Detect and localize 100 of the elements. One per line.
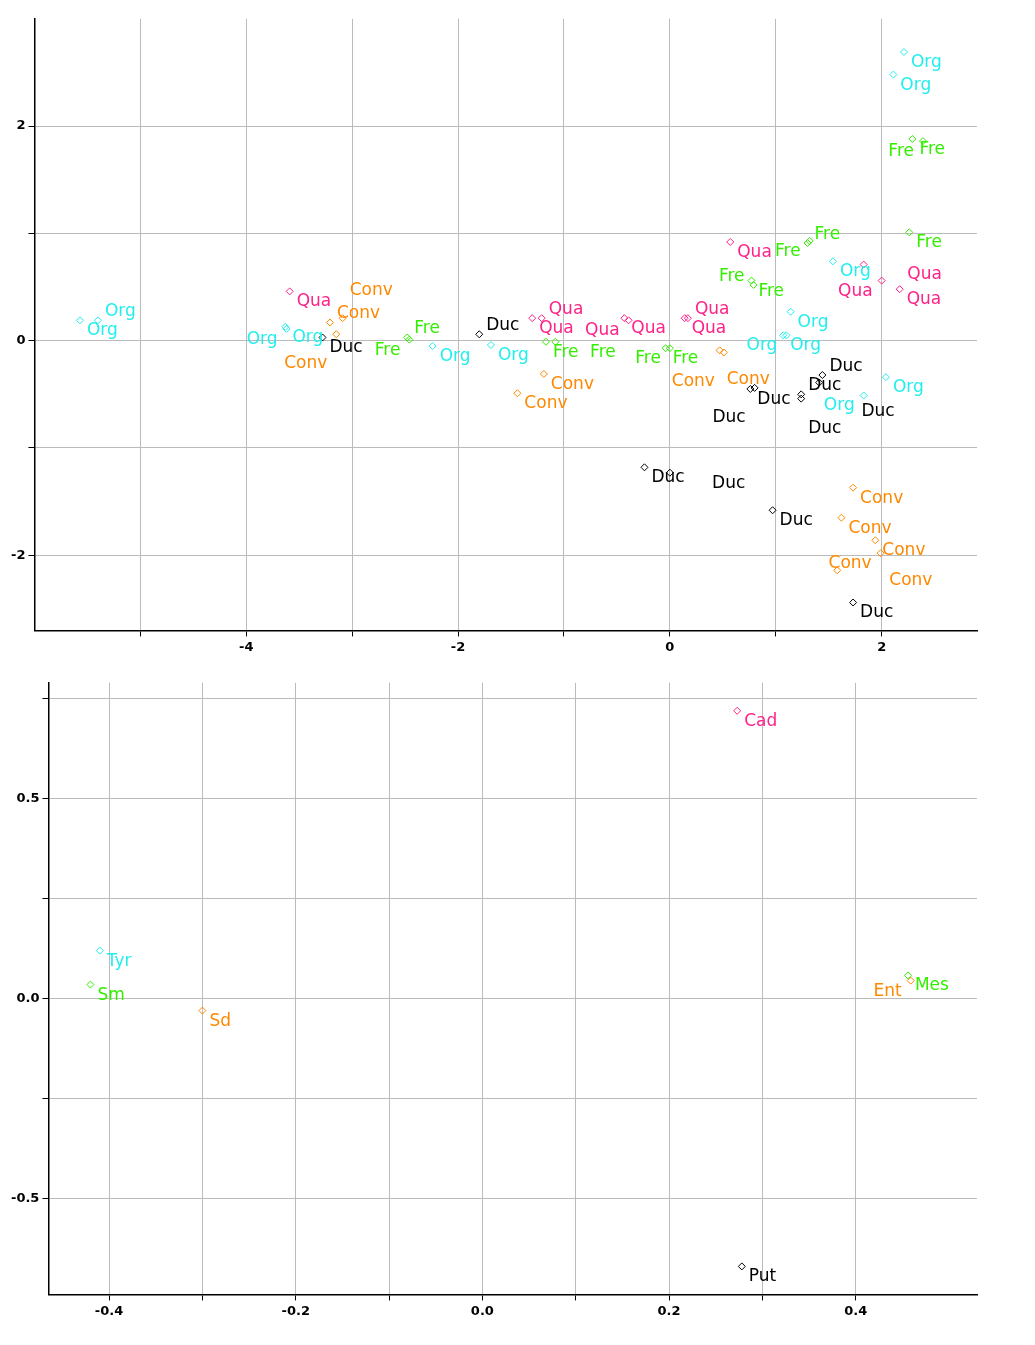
- series-label: Org: [790, 334, 822, 355]
- text: Fre: [635, 347, 661, 368]
- point: [332, 330, 341, 339]
- point: [877, 276, 886, 285]
- point: [768, 506, 777, 515]
- text: Qua: [585, 319, 620, 340]
- y-tick-label: 0.5: [16, 790, 40, 806]
- point: [779, 331, 788, 340]
- text: Org: [839, 260, 871, 281]
- point: [859, 391, 868, 400]
- text: Duc: [808, 374, 842, 395]
- point: [797, 390, 806, 399]
- text: Fre: [814, 222, 841, 243]
- point: [640, 463, 649, 472]
- x-tick-label: 2: [877, 638, 887, 654]
- text: Fre: [718, 264, 745, 285]
- text: Fre: [672, 347, 699, 368]
- point: [849, 483, 858, 492]
- point: [661, 344, 670, 353]
- point: [726, 237, 735, 246]
- text: Qua: [737, 240, 772, 261]
- text: Qua: [838, 279, 873, 300]
- point: [620, 314, 629, 323]
- text: Qua: [631, 317, 666, 338]
- text: Fre: [775, 239, 801, 260]
- point: [746, 384, 755, 393]
- text: Conv: [284, 352, 328, 373]
- series-label: Sd: [209, 1009, 231, 1030]
- text: Duc: [861, 400, 895, 421]
- point: [837, 513, 846, 522]
- text: Qua: [691, 317, 727, 338]
- text: Duc: [860, 601, 894, 622]
- point: [513, 389, 522, 398]
- series-label: Ent: [873, 979, 903, 1000]
- text: Conv: [550, 372, 594, 393]
- series-label: Conv: [882, 539, 926, 560]
- text: Conv: [860, 486, 904, 507]
- point: [325, 318, 334, 327]
- point: [624, 316, 633, 325]
- point: [719, 348, 728, 357]
- series-label: Tyr: [105, 949, 132, 970]
- text: Org: [797, 310, 829, 331]
- x-tick-label: -0.4: [94, 1302, 124, 1318]
- x-tick-label: 0.4: [844, 1302, 868, 1318]
- point: [905, 228, 914, 237]
- text: Fre: [374, 338, 401, 359]
- text: Duc: [712, 471, 746, 492]
- text: Conv: [889, 569, 933, 590]
- x-tick-label: -0.2: [281, 1302, 310, 1318]
- point: [889, 70, 898, 79]
- text: Conv: [671, 370, 715, 391]
- text: Qua: [548, 298, 584, 319]
- text: Org: [86, 319, 118, 340]
- x-tick-label: 0: [665, 638, 675, 654]
- point: [871, 536, 880, 545]
- series-label: Sm: [97, 983, 125, 1004]
- text: Duc: [808, 416, 842, 437]
- point: [782, 331, 791, 340]
- text: Conv: [828, 552, 872, 573]
- text: Fre: [414, 317, 440, 338]
- text: Org: [246, 327, 278, 348]
- text: Conv: [524, 392, 568, 413]
- point: [95, 946, 104, 955]
- point: [475, 330, 484, 339]
- point: [786, 307, 795, 316]
- point: [828, 257, 837, 266]
- y-tick-label: -0.5: [10, 1189, 40, 1205]
- text: Conv: [848, 516, 892, 537]
- point: [747, 276, 756, 285]
- point: [75, 316, 84, 325]
- point: [486, 340, 495, 349]
- text: Conv: [349, 279, 393, 300]
- point: [803, 239, 812, 248]
- series-label: Duc: [757, 387, 791, 408]
- text: Fre: [758, 279, 785, 300]
- series-label: Put: [748, 1265, 777, 1286]
- point: [805, 236, 814, 245]
- point: [715, 346, 724, 355]
- text: Org: [497, 343, 529, 364]
- x-tick-label: -4: [239, 638, 254, 654]
- point: [541, 337, 550, 346]
- text: Fre: [590, 340, 616, 361]
- text: Org: [439, 344, 471, 365]
- text: Duc: [712, 405, 746, 426]
- text: Qua: [906, 288, 942, 309]
- x-tick-label: 0.2: [657, 1302, 681, 1318]
- point: [285, 287, 294, 296]
- point: [683, 314, 692, 323]
- point: [528, 314, 537, 323]
- point: [895, 285, 904, 294]
- point: [86, 980, 95, 989]
- x-tick-label: 0.0: [470, 1302, 494, 1318]
- text: Fre: [888, 140, 914, 161]
- text: Org: [823, 394, 855, 415]
- y-tick-label: 0: [16, 332, 26, 348]
- point: [737, 1262, 746, 1271]
- point: [539, 369, 548, 378]
- text: Fre: [919, 137, 946, 158]
- text: Duc: [829, 354, 863, 375]
- text: Org: [746, 334, 778, 355]
